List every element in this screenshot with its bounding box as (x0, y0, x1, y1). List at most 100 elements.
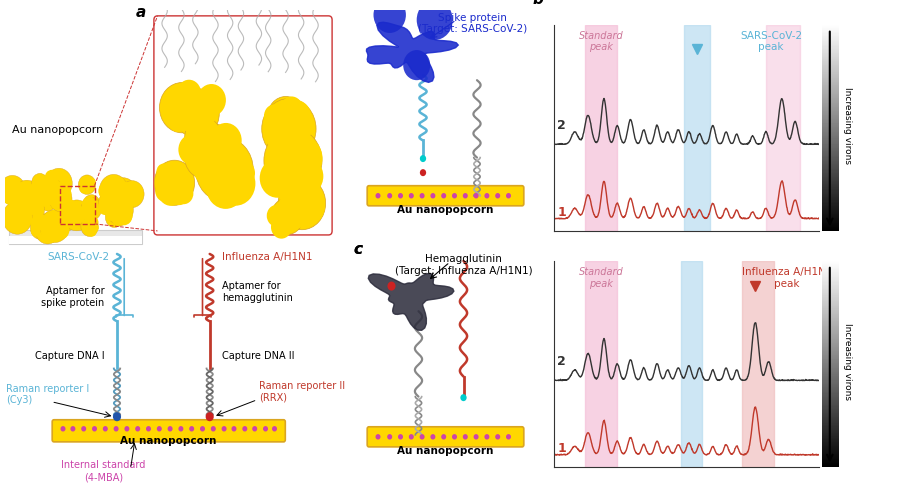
Circle shape (44, 224, 58, 240)
Circle shape (274, 123, 310, 164)
Circle shape (87, 196, 94, 204)
Circle shape (78, 175, 95, 194)
Circle shape (184, 103, 206, 129)
Circle shape (81, 181, 91, 193)
Circle shape (206, 165, 245, 209)
Circle shape (253, 427, 256, 431)
Circle shape (374, 0, 406, 33)
Circle shape (168, 109, 188, 132)
Circle shape (120, 181, 144, 208)
Circle shape (280, 96, 303, 122)
Circle shape (13, 194, 28, 211)
Circle shape (211, 123, 242, 158)
Circle shape (2, 184, 17, 201)
Polygon shape (366, 22, 458, 82)
Circle shape (105, 208, 123, 227)
Text: Au nanopopcorn: Au nanopopcorn (397, 446, 494, 456)
Circle shape (474, 194, 478, 198)
Circle shape (26, 184, 47, 206)
Circle shape (55, 183, 66, 194)
Circle shape (37, 215, 49, 227)
Circle shape (108, 178, 119, 189)
Circle shape (81, 217, 98, 237)
Circle shape (41, 197, 48, 204)
Circle shape (464, 435, 467, 439)
Circle shape (154, 160, 194, 205)
Circle shape (202, 154, 228, 182)
Circle shape (26, 202, 38, 215)
Circle shape (202, 121, 217, 138)
Circle shape (278, 194, 301, 219)
Circle shape (92, 202, 99, 210)
Polygon shape (368, 274, 454, 330)
Circle shape (117, 213, 125, 222)
Circle shape (81, 207, 93, 219)
Circle shape (36, 192, 45, 203)
Circle shape (158, 176, 184, 206)
FancyBboxPatch shape (367, 427, 524, 447)
Text: Raman reporter II
(RRX): Raman reporter II (RRX) (259, 381, 346, 402)
Circle shape (298, 184, 322, 212)
Circle shape (37, 213, 63, 242)
Circle shape (39, 197, 48, 206)
Circle shape (46, 212, 62, 230)
Circle shape (277, 218, 291, 233)
Bar (9, 236, 142, 244)
Circle shape (80, 185, 88, 193)
Circle shape (147, 427, 150, 431)
FancyBboxPatch shape (154, 16, 332, 235)
Bar (585, 261, 617, 467)
Text: SARS-CoV-2: SARS-CoV-2 (48, 252, 110, 262)
Circle shape (122, 206, 131, 217)
Circle shape (284, 107, 304, 130)
Circle shape (112, 177, 125, 191)
Circle shape (204, 122, 218, 137)
Circle shape (46, 222, 59, 237)
Circle shape (35, 216, 60, 244)
Circle shape (284, 155, 306, 179)
Circle shape (461, 394, 467, 401)
Text: 1: 1 (557, 442, 566, 455)
Circle shape (216, 147, 244, 178)
Circle shape (264, 108, 283, 129)
Circle shape (0, 176, 25, 205)
Circle shape (35, 183, 48, 197)
Circle shape (36, 174, 45, 183)
Circle shape (83, 200, 90, 209)
Bar (9, 230, 142, 244)
Circle shape (496, 194, 500, 198)
Circle shape (216, 161, 256, 206)
Circle shape (205, 412, 214, 421)
Circle shape (106, 194, 120, 210)
Circle shape (286, 190, 317, 224)
Circle shape (14, 180, 40, 211)
Circle shape (50, 200, 58, 209)
Circle shape (9, 210, 21, 222)
Circle shape (41, 189, 52, 202)
Circle shape (202, 143, 219, 161)
Circle shape (29, 193, 41, 208)
Circle shape (32, 217, 42, 229)
Circle shape (113, 412, 121, 421)
Circle shape (91, 201, 99, 210)
Circle shape (121, 187, 132, 201)
Circle shape (271, 215, 292, 239)
Circle shape (208, 133, 228, 155)
Circle shape (86, 208, 96, 220)
Circle shape (185, 119, 202, 138)
Circle shape (195, 137, 253, 202)
Circle shape (277, 119, 298, 143)
Circle shape (507, 194, 510, 198)
Circle shape (281, 133, 302, 157)
Bar (681, 261, 702, 467)
Circle shape (40, 192, 56, 211)
Circle shape (182, 100, 201, 122)
Text: Capture DNA II: Capture DNA II (222, 351, 295, 362)
Circle shape (507, 435, 510, 439)
Circle shape (64, 211, 78, 227)
Circle shape (231, 160, 255, 186)
Circle shape (419, 155, 427, 162)
Circle shape (49, 228, 58, 239)
Circle shape (278, 177, 326, 230)
Circle shape (114, 198, 126, 212)
